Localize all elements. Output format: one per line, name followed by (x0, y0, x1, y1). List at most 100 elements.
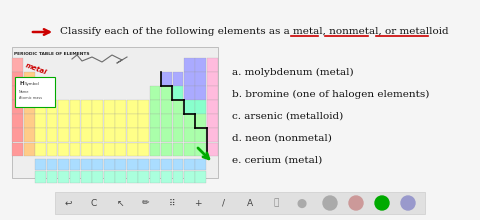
Bar (127, 171, 138, 183)
Bar (172, 143, 183, 156)
Bar (115, 143, 126, 156)
Bar (184, 128, 195, 142)
Bar (184, 171, 195, 183)
Bar (161, 72, 172, 86)
Bar (207, 143, 218, 156)
Bar (161, 171, 172, 183)
Bar (81, 128, 92, 142)
Bar (58, 171, 69, 183)
Bar (127, 128, 138, 142)
Bar (35, 100, 46, 114)
Bar (127, 114, 138, 128)
Bar (70, 128, 80, 142)
Bar (81, 171, 92, 183)
Bar (172, 171, 183, 183)
Bar (12, 86, 23, 100)
Bar (104, 143, 115, 156)
Bar (47, 100, 58, 114)
Bar (184, 114, 195, 128)
Bar (35, 159, 46, 170)
Bar (12, 114, 23, 128)
Bar (35, 171, 46, 183)
Text: ↩: ↩ (64, 198, 72, 207)
Bar (195, 159, 206, 170)
Bar (150, 114, 160, 128)
Bar (115, 114, 126, 128)
Bar (161, 143, 172, 156)
Bar (24, 114, 35, 128)
Bar (207, 86, 218, 100)
Bar (93, 100, 103, 114)
Bar (207, 100, 218, 114)
Bar (93, 128, 103, 142)
Text: ↖: ↖ (116, 198, 124, 207)
Bar (161, 114, 172, 128)
Text: Classify each of the following elements as a metal, nonmetal, or metalloid: Classify each of the following elements … (60, 28, 449, 37)
Bar (127, 159, 138, 170)
Bar (127, 143, 138, 156)
Bar (47, 171, 58, 183)
Bar (104, 100, 115, 114)
Text: H: H (19, 81, 24, 86)
Bar (70, 114, 80, 128)
Text: e. cerium (metal): e. cerium (metal) (232, 156, 322, 165)
Bar (104, 159, 115, 170)
Text: Symbol: Symbol (25, 82, 40, 86)
Bar (150, 128, 160, 142)
Text: A: A (247, 198, 253, 207)
Bar (161, 128, 172, 142)
Bar (12, 72, 23, 86)
Text: C: C (91, 198, 97, 207)
Text: ⬤: ⬤ (323, 198, 333, 208)
Bar (93, 114, 103, 128)
Bar (24, 100, 35, 114)
Circle shape (323, 196, 337, 210)
Bar (150, 159, 160, 170)
Bar (55, 192, 425, 214)
Bar (161, 159, 172, 170)
Bar (12, 47, 218, 178)
Bar (47, 159, 58, 170)
Bar (58, 114, 69, 128)
Bar (184, 58, 195, 72)
Text: b. bromine (one of halogen elements): b. bromine (one of halogen elements) (232, 90, 430, 99)
Bar (12, 58, 23, 72)
Circle shape (401, 196, 415, 210)
Bar (24, 128, 35, 142)
Bar (138, 100, 149, 114)
Bar (70, 143, 80, 156)
Bar (35, 143, 46, 156)
Bar (35, 114, 46, 128)
Bar (207, 72, 218, 86)
Bar (184, 72, 195, 86)
Text: ⬤: ⬤ (297, 198, 307, 208)
Bar (58, 143, 69, 156)
Bar (35, 128, 46, 142)
Circle shape (375, 196, 389, 210)
Bar (81, 100, 92, 114)
Text: ⠿: ⠿ (168, 198, 175, 207)
Bar (115, 159, 126, 170)
Bar (138, 143, 149, 156)
Bar (195, 114, 206, 128)
Bar (207, 58, 218, 72)
Text: /: / (223, 198, 226, 207)
Bar (150, 143, 160, 156)
Bar (93, 159, 103, 170)
Text: +: + (194, 198, 202, 207)
Text: d. neon (nonmetal): d. neon (nonmetal) (232, 134, 332, 143)
Text: ⬤: ⬤ (375, 198, 385, 208)
Bar (172, 86, 183, 100)
Bar (127, 100, 138, 114)
Bar (115, 128, 126, 142)
Bar (195, 128, 206, 142)
Bar (104, 128, 115, 142)
Bar (58, 128, 69, 142)
Text: PERIODIC TABLE OF ELEMENTS: PERIODIC TABLE OF ELEMENTS (14, 52, 90, 56)
Bar (184, 159, 195, 170)
Bar (93, 171, 103, 183)
Bar (15, 77, 55, 107)
Bar (12, 143, 23, 156)
Bar (195, 86, 206, 100)
Text: Atomic mass: Atomic mass (19, 96, 42, 100)
